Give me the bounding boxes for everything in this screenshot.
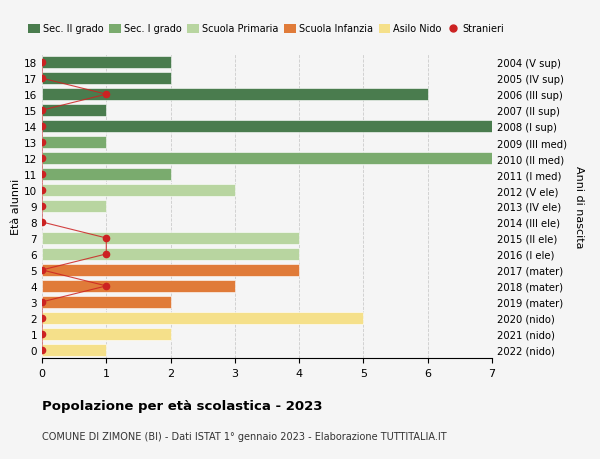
- Bar: [42, 57, 170, 69]
- Y-axis label: Età alunni: Età alunni: [11, 179, 21, 235]
- Text: Popolazione per età scolastica - 2023: Popolazione per età scolastica - 2023: [42, 399, 323, 412]
- Bar: [42, 185, 235, 196]
- Bar: [42, 312, 364, 324]
- Bar: [42, 296, 170, 308]
- Legend: Sec. II grado, Sec. I grado, Scuola Primaria, Scuola Infanzia, Asilo Nido, Stran: Sec. II grado, Sec. I grado, Scuola Prim…: [25, 21, 508, 38]
- Bar: [42, 169, 170, 181]
- Bar: [42, 153, 492, 165]
- Text: COMUNE DI ZIMONE (BI) - Dati ISTAT 1° gennaio 2023 - Elaborazione TUTTITALIA.IT: COMUNE DI ZIMONE (BI) - Dati ISTAT 1° ge…: [42, 431, 446, 442]
- Bar: [42, 232, 299, 244]
- Bar: [42, 280, 235, 292]
- Bar: [42, 73, 170, 85]
- Bar: [42, 248, 299, 260]
- Bar: [42, 121, 492, 133]
- Y-axis label: Anni di nascita: Anni di nascita: [574, 165, 584, 248]
- Bar: [42, 264, 299, 276]
- Bar: [42, 89, 428, 101]
- Bar: [42, 328, 170, 340]
- Bar: [42, 344, 106, 356]
- Bar: [42, 201, 106, 213]
- Bar: [42, 137, 106, 149]
- Bar: [42, 105, 106, 117]
